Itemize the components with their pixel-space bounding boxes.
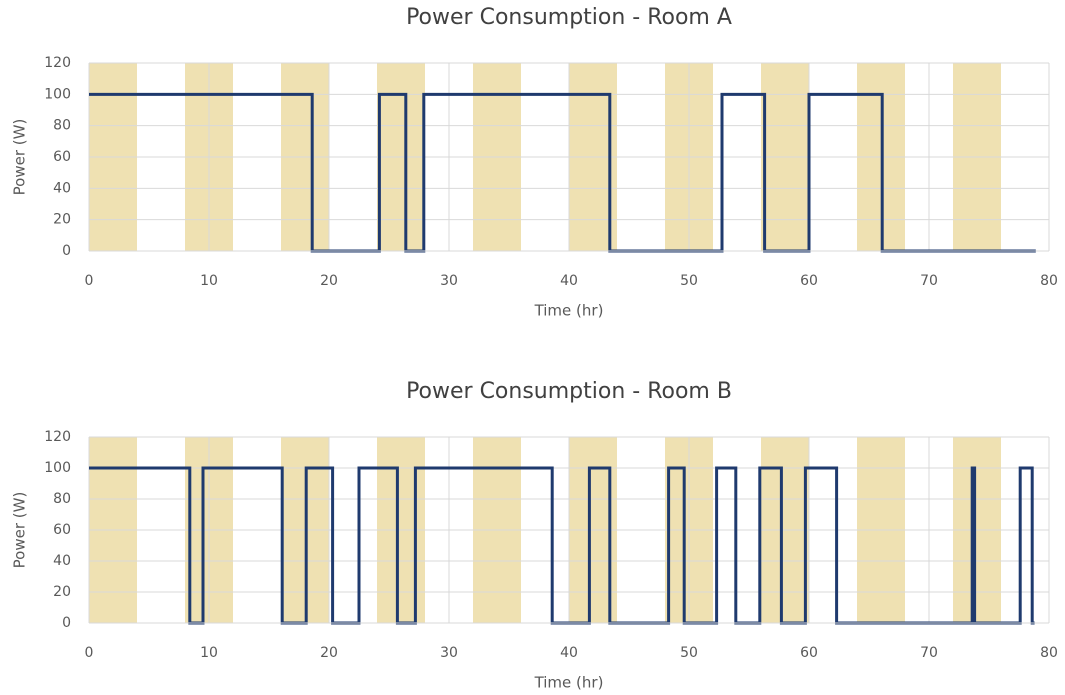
y-tick-label: 40 — [53, 553, 71, 569]
y-tick-label: 60 — [53, 522, 71, 538]
x-axis-label: Time (hr) — [534, 674, 604, 692]
x-tick-label: 80 — [1040, 645, 1058, 661]
x-tick-label: 20 — [320, 645, 338, 661]
y-tick-label: 120 — [44, 55, 71, 71]
x-tick-label: 50 — [680, 273, 698, 289]
x-tick-label: 10 — [200, 273, 218, 289]
y-tick-label: 40 — [53, 180, 71, 196]
y-tick-label: 80 — [53, 491, 71, 507]
chart-title: Power Consumption - Room A — [406, 5, 732, 30]
x-tick-label: 10 — [200, 645, 218, 661]
y-tick-label: 0 — [62, 615, 71, 631]
y-tick-label: 80 — [53, 118, 71, 134]
y-axis-label: Power (W) — [11, 492, 29, 569]
y-tick-label: 60 — [53, 149, 71, 165]
x-tick-label: 70 — [920, 645, 938, 661]
x-tick-label: 30 — [440, 645, 458, 661]
y-tick-label: 100 — [44, 86, 71, 102]
x-tick-label: 40 — [560, 645, 578, 661]
x-axis-label: Time (hr) — [534, 302, 604, 320]
y-tick-label: 0 — [62, 243, 71, 259]
y-tick-label: 20 — [53, 584, 71, 600]
chart-title: Power Consumption - Room B — [406, 379, 732, 404]
y-tick-label: 120 — [44, 429, 71, 445]
y-tick-label: 100 — [44, 460, 71, 476]
data-line — [89, 92, 1036, 253]
y-axis-label: Power (W) — [11, 119, 29, 196]
x-tick-label: 60 — [800, 645, 818, 661]
x-tick-label: 80 — [1040, 273, 1058, 289]
x-tick-label: 20 — [320, 273, 338, 289]
data-line — [89, 466, 1035, 625]
x-tick-label: 70 — [920, 273, 938, 289]
x-tick-label: 40 — [560, 273, 578, 289]
x-tick-label: 60 — [800, 273, 818, 289]
x-tick-label: 50 — [680, 645, 698, 661]
y-tick-label: 20 — [53, 212, 71, 228]
x-tick-label: 0 — [85, 273, 94, 289]
x-tick-label: 0 — [85, 645, 94, 661]
x-tick-label: 30 — [440, 273, 458, 289]
